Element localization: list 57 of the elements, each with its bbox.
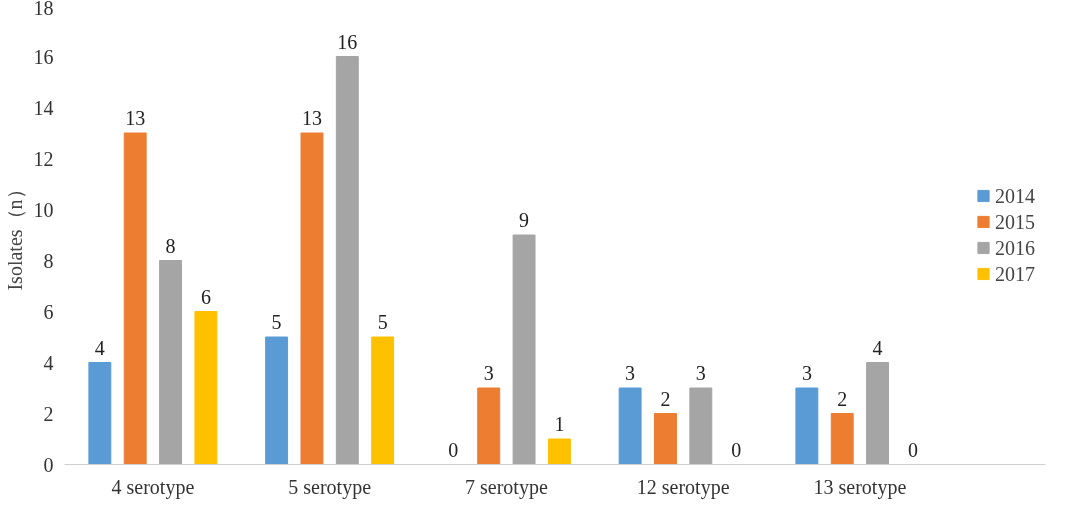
data-label: 3 <box>483 362 494 384</box>
y-tick-label: 6 <box>43 300 54 323</box>
y-axis-title: Isolates（n） <box>3 179 26 291</box>
data-label: 0 <box>731 438 742 461</box>
bar <box>689 387 713 465</box>
data-label: 9 <box>519 209 530 231</box>
bar <box>618 387 642 465</box>
legend-label: 2015 <box>995 210 1035 233</box>
data-label: 1 <box>554 413 565 435</box>
bar <box>194 311 218 465</box>
x-tick-label: 4 serotype <box>111 475 195 499</box>
data-label: 13 <box>125 107 146 129</box>
bar <box>654 413 677 465</box>
legend-label: 2017 <box>995 262 1035 285</box>
bar <box>866 362 890 465</box>
bar <box>547 438 571 465</box>
y-tick-label: 2 <box>43 402 54 425</box>
x-tick-label: 5 serotype <box>288 475 372 499</box>
bar <box>795 387 819 465</box>
x-tick-label: 12 serotype <box>636 475 730 499</box>
bar <box>371 336 395 465</box>
legend-label: 2016 <box>995 236 1035 259</box>
bar <box>512 234 536 465</box>
data-label: 0 <box>907 438 918 461</box>
data-label: 3 <box>801 362 812 384</box>
x-tick-label: 13 serotype <box>813 475 907 499</box>
data-label: 3 <box>625 362 636 384</box>
x-tick-label: 7 serotype <box>465 475 548 499</box>
data-label: 4 <box>872 336 883 359</box>
data-label: 13 <box>301 107 322 129</box>
data-label: 2 <box>660 387 671 410</box>
y-tick-label: 18 <box>33 0 54 19</box>
bar <box>123 132 147 465</box>
y-tick-label: 10 <box>33 198 54 221</box>
data-label: 2 <box>837 387 848 410</box>
data-label: 5 <box>271 311 282 333</box>
data-label: 16 <box>337 30 358 53</box>
legend-label: 2014 <box>995 184 1035 207</box>
bar <box>88 362 112 465</box>
data-label: 8 <box>165 234 176 257</box>
data-label: 6 <box>200 285 211 308</box>
bar <box>477 387 501 465</box>
bar <box>335 56 359 465</box>
data-label: 3 <box>695 362 706 384</box>
data-label: 0 <box>448 438 459 461</box>
bar <box>300 132 324 465</box>
y-tick-label: 14 <box>33 96 54 119</box>
y-tick-label: 16 <box>33 45 54 68</box>
y-tick-label: 4 <box>43 351 54 374</box>
y-tick-label: 12 <box>33 147 54 170</box>
y-tick-label: 8 <box>43 249 54 272</box>
data-label: 5 <box>377 311 388 333</box>
bar <box>830 413 854 465</box>
bar <box>265 336 289 465</box>
y-tick-label: 0 <box>43 453 54 476</box>
data-label: 4 <box>94 336 105 359</box>
bar <box>159 260 183 465</box>
